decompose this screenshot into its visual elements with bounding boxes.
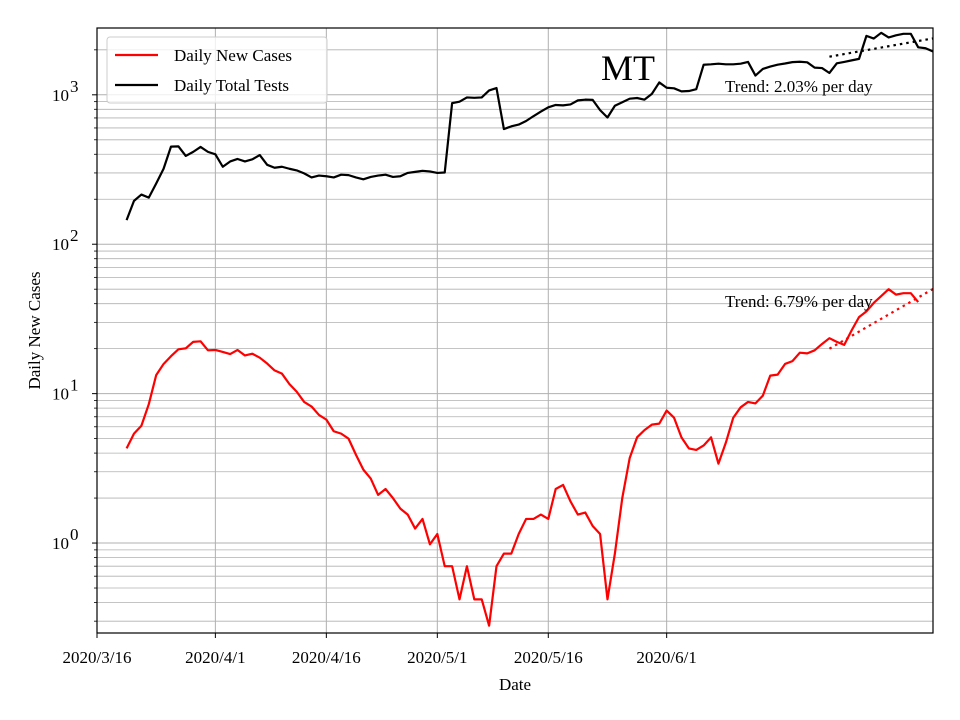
x-tick-label: 2020/4/1 (185, 648, 245, 667)
chart-title: MT (601, 48, 655, 88)
y-tick-exponent: 3 (70, 77, 79, 96)
x-tick-label: 2020/5/1 (407, 648, 467, 667)
x-tick-label: 2020/6/1 (636, 648, 696, 667)
y-tick-label: 10 (52, 86, 69, 105)
plot-area: Trend: 6.79% per day Trend: 2.03% per day (125, 31, 933, 627)
legend: Daily New Cases Daily Total Tests (106, 36, 328, 104)
x-tick-label: 2020/4/16 (292, 648, 361, 667)
legend-box (106, 36, 328, 104)
legend-entry: Daily Total Tests (174, 76, 289, 95)
series-line (125, 31, 933, 221)
axes-frame (96, 27, 934, 634)
legend-entry: Daily New Cases (174, 46, 292, 65)
x-tick-label: 2020/5/16 (514, 648, 583, 667)
y-tick-label: 10 (52, 235, 69, 254)
series-line (125, 288, 920, 627)
trend-line (829, 37, 933, 58)
x-axis-label: Date (499, 675, 531, 694)
y-tick-exponent: 1 (70, 376, 79, 395)
y-axis-label: Daily New Cases (25, 271, 44, 389)
x-tick-label: 2020/3/16 (63, 648, 132, 667)
trend-annotation: Trend: 2.03% per day (725, 77, 873, 96)
y-tick-label: 10 (52, 385, 69, 404)
y-tick-exponent: 0 (70, 525, 79, 544)
y-tick-label: 10 (52, 534, 69, 553)
grid (96, 28, 933, 633)
trend-annotation: Trend: 6.79% per day (725, 292, 873, 311)
axes: 2020/3/16 2020/4/1 2020/4/16 2020/5/1 2020/5… (52, 49, 697, 667)
y-tick-exponent: 2 (70, 226, 79, 245)
